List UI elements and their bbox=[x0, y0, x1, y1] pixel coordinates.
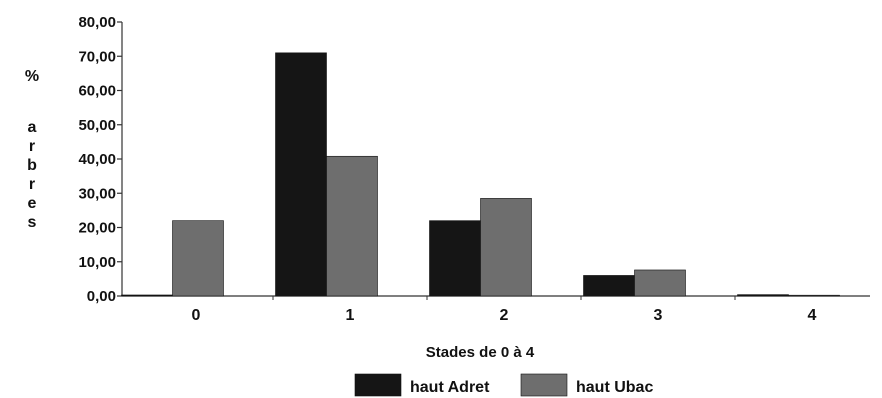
bar-haut-adret-1 bbox=[275, 52, 327, 297]
legend-swatch bbox=[520, 373, 568, 397]
y-axis-title-symbol: % bbox=[25, 68, 39, 85]
y-tick-label: 30,00 bbox=[78, 185, 116, 202]
x-tick-label: 1 bbox=[346, 307, 355, 324]
bar-haut-adret-3 bbox=[583, 275, 635, 297]
bars bbox=[121, 52, 840, 297]
y-axis: 0,00 10,00 20,00 30,00 40,00 50,00 60,00 70,00 8… bbox=[78, 14, 123, 305]
y-tick-label: 20,00 bbox=[78, 220, 116, 237]
bar-haut-ubac-0 bbox=[172, 220, 224, 297]
bar-haut-adret-4 bbox=[737, 294, 789, 297]
bar-haut-ubac-3 bbox=[634, 269, 686, 297]
legend: haut Adret haut Ubac bbox=[354, 373, 653, 397]
bar-haut-adret-2 bbox=[429, 220, 481, 297]
bar-haut-ubac-1 bbox=[326, 155, 378, 297]
y-tick-label: 10,00 bbox=[78, 254, 116, 271]
bar-haut-adret-0 bbox=[121, 294, 173, 297]
x-axis-title: Stades de 0 à 4 bbox=[426, 344, 535, 361]
bar-haut-ubac-4 bbox=[788, 294, 840, 297]
legend-label: haut Ubac bbox=[576, 379, 653, 396]
y-tick-label: 70,00 bbox=[78, 48, 116, 65]
y-tick-label: 60,00 bbox=[78, 83, 116, 100]
y-tick-label: 80,00 bbox=[78, 14, 116, 31]
legend-swatch bbox=[354, 373, 402, 397]
y-axis-label: % a r b r e s bbox=[25, 68, 39, 231]
y-tick-label: 40,00 bbox=[78, 151, 116, 168]
y-tick-label: 50,00 bbox=[78, 117, 116, 134]
x-tick-label: 2 bbox=[500, 307, 509, 324]
y-tick-label: 0,00 bbox=[87, 288, 116, 305]
x-axis: 0 1 2 3 4 bbox=[122, 295, 870, 324]
x-tick-label: 0 bbox=[192, 307, 201, 324]
bar-haut-ubac-2 bbox=[480, 198, 532, 297]
x-tick-label: 3 bbox=[654, 307, 663, 324]
x-tick-label: 4 bbox=[808, 307, 817, 324]
legend-label: haut Adret bbox=[410, 379, 490, 396]
